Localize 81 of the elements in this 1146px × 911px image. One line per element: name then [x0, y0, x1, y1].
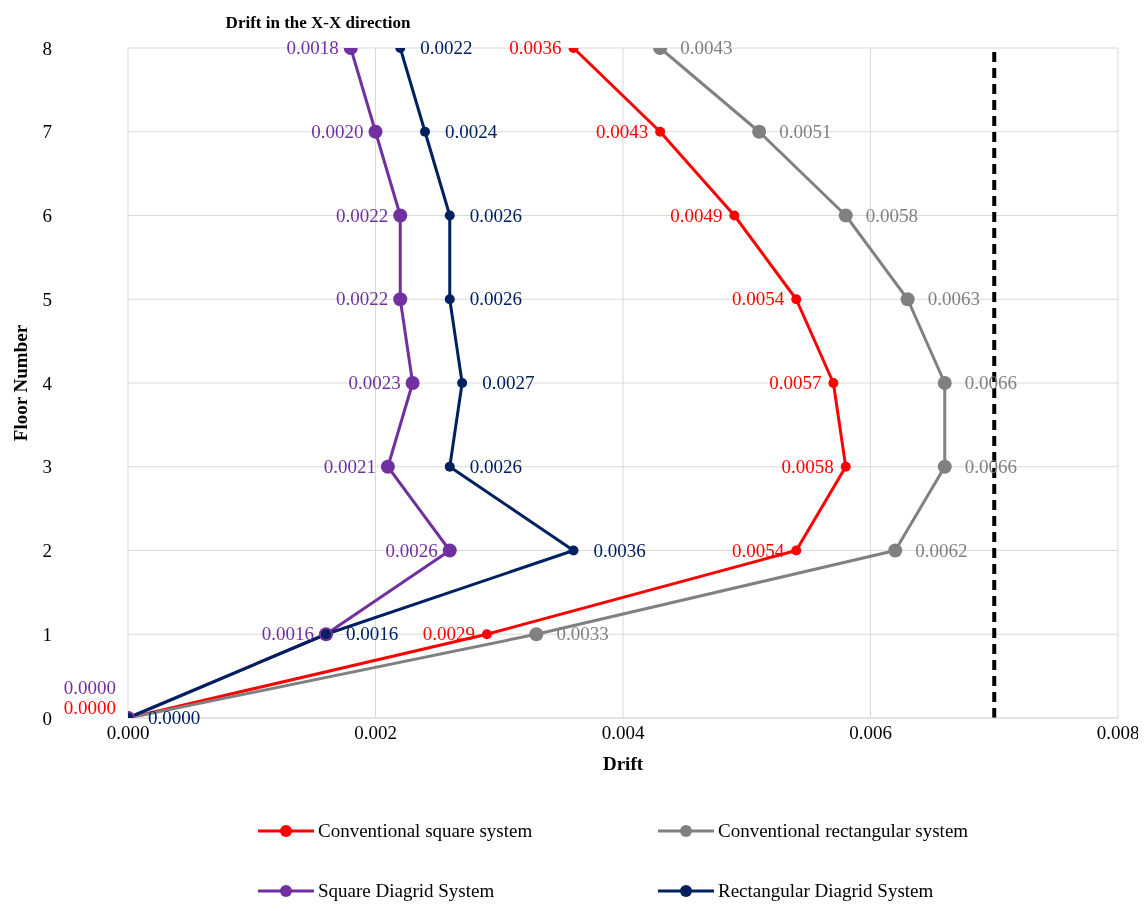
point	[791, 545, 802, 556]
data-label: 0.0063	[927, 288, 980, 310]
point	[529, 627, 544, 642]
data-label: 0.0043	[595, 120, 649, 142]
data-label: 0.0016	[261, 623, 314, 645]
point	[444, 294, 455, 305]
data-label: 0.0016	[346, 623, 399, 645]
legend-label: Conventional square system	[318, 820, 533, 842]
data-label: 0.0026	[469, 204, 522, 226]
point	[442, 543, 457, 558]
y-tick-label: 3	[42, 456, 52, 478]
point	[729, 210, 740, 221]
y-tick-label: 4	[42, 372, 53, 394]
data-label: 0.0051	[779, 120, 832, 142]
data-label: 0.0020	[311, 120, 364, 142]
y-tick-label: 2	[42, 540, 52, 562]
y-tick-label: 5	[42, 288, 52, 310]
y-axis-title: Floor Number	[9, 324, 31, 442]
point	[393, 208, 408, 223]
data-label: 0.0058	[865, 204, 918, 226]
point	[457, 378, 468, 388]
data-label: 0.0022	[336, 204, 389, 226]
point	[752, 124, 767, 139]
point	[444, 210, 455, 221]
data-label: 0.0000	[148, 707, 201, 728]
point	[937, 376, 952, 390]
data-label: 0.0021	[323, 455, 376, 477]
point	[393, 292, 408, 307]
y-tick-label: 1	[42, 623, 52, 645]
point	[888, 543, 903, 558]
data-label: 0.0024	[445, 120, 498, 142]
point	[840, 461, 851, 472]
legend-label: Square Diagrid System	[318, 880, 495, 902]
x-tick-label: 0.000	[106, 722, 150, 744]
point	[481, 629, 492, 640]
point	[838, 208, 853, 223]
data-label: 0.0000	[63, 677, 116, 698]
y-tick-label: 7	[42, 121, 52, 143]
point	[405, 376, 420, 390]
data-label: 0.0058	[781, 455, 834, 477]
data-label: 0.0049	[670, 204, 723, 226]
data-label: 0.0054	[732, 288, 785, 310]
point	[900, 292, 915, 307]
y-tick-label: 0	[42, 707, 52, 729]
data-label: 0.0027	[482, 372, 535, 393]
data-label: 0.0043	[680, 37, 733, 58]
point	[828, 378, 839, 388]
data-label: 0.0022	[336, 288, 389, 310]
data-label: 0.0066	[964, 455, 1017, 477]
data-label: 0.0033	[556, 623, 609, 645]
data-label: 0.0062	[915, 539, 968, 561]
point	[380, 459, 395, 474]
point	[444, 461, 455, 472]
legend-label: Rectangular Diagrid System	[718, 880, 934, 902]
data-label: 0.0026	[469, 288, 522, 310]
data-label: 0.0026	[385, 539, 438, 561]
point	[568, 545, 579, 556]
x-tick-label: 0.006	[849, 722, 892, 744]
x-tick-label: 0.002	[354, 722, 397, 744]
y-tick-label: 8	[42, 37, 52, 59]
data-label: 0.0023	[348, 372, 401, 393]
x-tick-label: 0.004	[601, 722, 645, 744]
data-label: 0.0054	[732, 539, 785, 561]
point	[368, 124, 383, 139]
data-label: 0.0022	[420, 37, 473, 58]
data-label: 0.0018	[286, 37, 339, 58]
point	[655, 126, 666, 137]
x-tick-label: 0.008	[1096, 722, 1140, 744]
x-axis-title: Drift	[602, 753, 644, 774]
data-label: 0.0000	[63, 697, 116, 718]
data-label: 0.0057	[769, 372, 822, 393]
chart-title: Drift in the X-X direction	[225, 13, 411, 32]
point	[791, 294, 802, 305]
data-label: 0.0066	[964, 372, 1017, 393]
data-label: 0.0036	[509, 37, 562, 58]
point	[420, 126, 430, 137]
point	[937, 459, 952, 474]
data-label: 0.0036	[593, 539, 646, 561]
legend-label: Conventional rectangular system	[718, 820, 969, 842]
y-tick-label: 6	[42, 205, 52, 227]
data-label: 0.0026	[469, 455, 522, 477]
